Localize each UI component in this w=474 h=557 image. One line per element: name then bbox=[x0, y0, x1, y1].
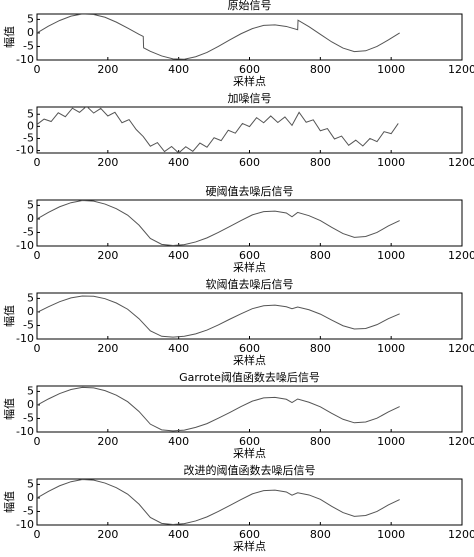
y-tick-label: 0 bbox=[27, 305, 34, 318]
x-tick-label: 1000 bbox=[377, 435, 405, 448]
signal-line bbox=[37, 107, 399, 153]
x-tick-label: 1200 bbox=[448, 249, 474, 262]
x-tick-label: 1200 bbox=[448, 63, 474, 76]
y-tick-label: -5 bbox=[23, 411, 34, 424]
y-tick-label: 5 bbox=[27, 477, 34, 490]
x-tick-label: 800 bbox=[310, 528, 331, 541]
x-tick-label: 1200 bbox=[448, 435, 474, 448]
chart-title: 改进的阈值函数去噪后信号 bbox=[184, 463, 316, 477]
x-tick-label: 1200 bbox=[448, 528, 474, 541]
x-tick-label: 200 bbox=[97, 156, 118, 169]
signal-line bbox=[37, 386, 400, 432]
x-tick-label: 200 bbox=[97, 63, 118, 76]
y-tick-label: 5 bbox=[27, 12, 34, 25]
x-tick-label: 800 bbox=[310, 342, 331, 355]
y-axis-label: 幅值 bbox=[3, 305, 16, 327]
plot-frame bbox=[36, 385, 463, 433]
chart-title: Garrote阈值函数去噪后信号 bbox=[179, 370, 320, 384]
signal-line bbox=[37, 14, 400, 60]
chart-title: 硬阈值去噪后信号 bbox=[206, 184, 294, 198]
signal-line bbox=[37, 200, 400, 246]
y-tick-label: 0 bbox=[27, 491, 34, 504]
x-tick-label: 400 bbox=[168, 435, 189, 448]
plot-frame bbox=[36, 292, 463, 340]
x-tick-label: 0 bbox=[34, 63, 41, 76]
x-tick-label: 1200 bbox=[448, 156, 474, 169]
x-tick-label: 400 bbox=[168, 342, 189, 355]
y-tick-label: -10 bbox=[16, 332, 34, 345]
x-tick-label: 400 bbox=[168, 249, 189, 262]
x-tick-label: 600 bbox=[239, 342, 260, 355]
plot-frame bbox=[36, 13, 463, 61]
x-tick-label: 1000 bbox=[377, 342, 405, 355]
x-tick-label: 0 bbox=[34, 342, 41, 355]
x-tick-label: 200 bbox=[97, 342, 118, 355]
signal-line bbox=[37, 295, 400, 338]
x-tick-label: 0 bbox=[34, 528, 41, 541]
x-tick-label: 800 bbox=[310, 435, 331, 448]
y-tick-label: 5 bbox=[27, 291, 34, 304]
x-axis-label: 采样点 bbox=[233, 260, 266, 274]
x-tick-label: 1000 bbox=[377, 156, 405, 169]
x-tick-label: 800 bbox=[310, 249, 331, 262]
plot-frame bbox=[36, 478, 463, 526]
x-axis-label: 采样点 bbox=[233, 74, 266, 88]
y-tick-label: 5 bbox=[27, 198, 34, 211]
x-tick-label: 1000 bbox=[377, 63, 405, 76]
y-tick-label: 0 bbox=[27, 212, 34, 225]
x-tick-label: 200 bbox=[97, 435, 118, 448]
y-tick-label: -10 bbox=[16, 144, 34, 157]
x-tick-label: 600 bbox=[239, 249, 260, 262]
chart-title: 加噪信号 bbox=[228, 92, 272, 105]
signal-line bbox=[37, 479, 400, 525]
x-axis-label: 采样点 bbox=[233, 539, 266, 553]
y-axis-label: 幅值 bbox=[3, 26, 16, 48]
y-tick-label: 0 bbox=[27, 26, 34, 39]
x-tick-label: 600 bbox=[239, 156, 260, 169]
y-tick-label: -5 bbox=[23, 131, 34, 144]
x-tick-label: 600 bbox=[239, 528, 260, 541]
x-tick-label: 600 bbox=[239, 63, 260, 76]
y-tick-label: 0 bbox=[27, 119, 34, 132]
x-tick-label: 200 bbox=[97, 249, 118, 262]
chart-title: 软阈值去噪后信号 bbox=[206, 277, 294, 291]
y-axis-label: 幅值 bbox=[3, 491, 16, 513]
y-tick-label: -10 bbox=[16, 425, 34, 438]
x-tick-label: 0 bbox=[34, 249, 41, 262]
x-axis-label: 采样点 bbox=[233, 353, 266, 367]
y-tick-label: 5 bbox=[27, 107, 34, 120]
y-axis-label: 幅值 bbox=[3, 398, 16, 420]
y-tick-label: -5 bbox=[23, 225, 34, 238]
y-tick-label: 0 bbox=[27, 398, 34, 411]
x-tick-label: 400 bbox=[168, 63, 189, 76]
y-tick-label: -10 bbox=[16, 239, 34, 252]
y-tick-label: 5 bbox=[27, 384, 34, 397]
x-tick-label: 1200 bbox=[448, 342, 474, 355]
y-tick-label: -5 bbox=[23, 504, 34, 517]
x-tick-label: 1000 bbox=[377, 249, 405, 262]
y-tick-label: -10 bbox=[16, 518, 34, 531]
x-tick-label: 0 bbox=[34, 156, 41, 169]
y-tick-label: -5 bbox=[23, 39, 34, 52]
y-tick-label: -5 bbox=[23, 318, 34, 331]
chart-title: 原始信号 bbox=[228, 0, 272, 12]
x-tick-label: 600 bbox=[239, 435, 260, 448]
x-tick-label: 800 bbox=[310, 63, 331, 76]
plot-frame bbox=[36, 199, 463, 247]
x-tick-label: 400 bbox=[168, 528, 189, 541]
x-tick-label: 800 bbox=[310, 156, 331, 169]
x-tick-label: 400 bbox=[168, 156, 189, 169]
plot-frame bbox=[36, 106, 463, 154]
x-axis-label: 采样点 bbox=[233, 446, 266, 460]
x-tick-label: 0 bbox=[34, 435, 41, 448]
x-tick-label: 1000 bbox=[377, 528, 405, 541]
y-tick-label: -10 bbox=[16, 53, 34, 66]
x-tick-label: 200 bbox=[97, 528, 118, 541]
